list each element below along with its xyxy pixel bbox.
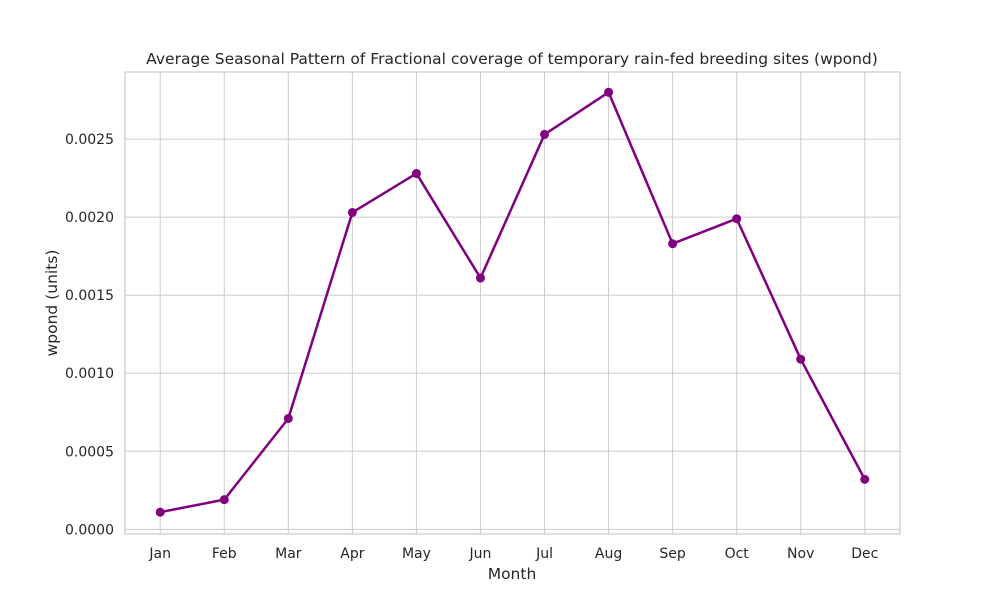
x-tick-label: Apr xyxy=(340,546,364,562)
data-point-feb xyxy=(219,495,229,505)
x-tick-label: Oct xyxy=(725,546,750,562)
y-tick-label: 0.0015 xyxy=(65,288,114,304)
y-tick-label: 0.0000 xyxy=(65,522,114,538)
grid xyxy=(125,72,900,534)
data-point-apr xyxy=(347,207,357,217)
chart-title: Average Seasonal Pattern of Fractional c… xyxy=(146,50,878,68)
data-point-nov xyxy=(796,354,806,364)
x-axis-label: Month xyxy=(488,565,537,583)
data-point-jun xyxy=(475,273,485,283)
data-point-sep xyxy=(668,239,678,249)
series-layer xyxy=(155,87,870,517)
series-line xyxy=(158,91,867,514)
data-point-mar xyxy=(283,414,293,423)
data-point-may xyxy=(411,168,421,178)
x-tick-label: Jun xyxy=(469,546,492,562)
x-tick-label: Nov xyxy=(787,546,814,562)
y-tick-label: 0.0010 xyxy=(65,366,114,382)
x-tick-label: Sep xyxy=(659,546,686,562)
x-tick-label: May xyxy=(402,546,431,562)
x-tick-label: Jul xyxy=(535,546,553,562)
y-axis-label: wpond (units) xyxy=(43,250,61,357)
data-point-jul xyxy=(540,129,550,139)
tick-labels: Jan Feb Mar Apr May Jun Jul Aug Sep Oct Nov Dec 0.00… xyxy=(65,132,878,562)
plot-frame xyxy=(124,71,901,535)
data-point-aug xyxy=(604,87,614,97)
x-tick-label: Mar xyxy=(275,546,302,562)
y-tick-label: 0.0020 xyxy=(65,210,114,226)
y-tick-label: 0.0005 xyxy=(65,444,114,460)
x-tick-label: Jan xyxy=(148,546,171,562)
x-tick-label: Feb xyxy=(212,546,237,562)
data-point-oct xyxy=(732,214,742,224)
data-point-jan xyxy=(155,507,165,517)
x-tick-label: Dec xyxy=(851,546,878,562)
data-point-dec xyxy=(860,474,870,484)
x-tick-label: Aug xyxy=(595,546,622,562)
y-tick-label: 0.0025 xyxy=(65,132,114,148)
